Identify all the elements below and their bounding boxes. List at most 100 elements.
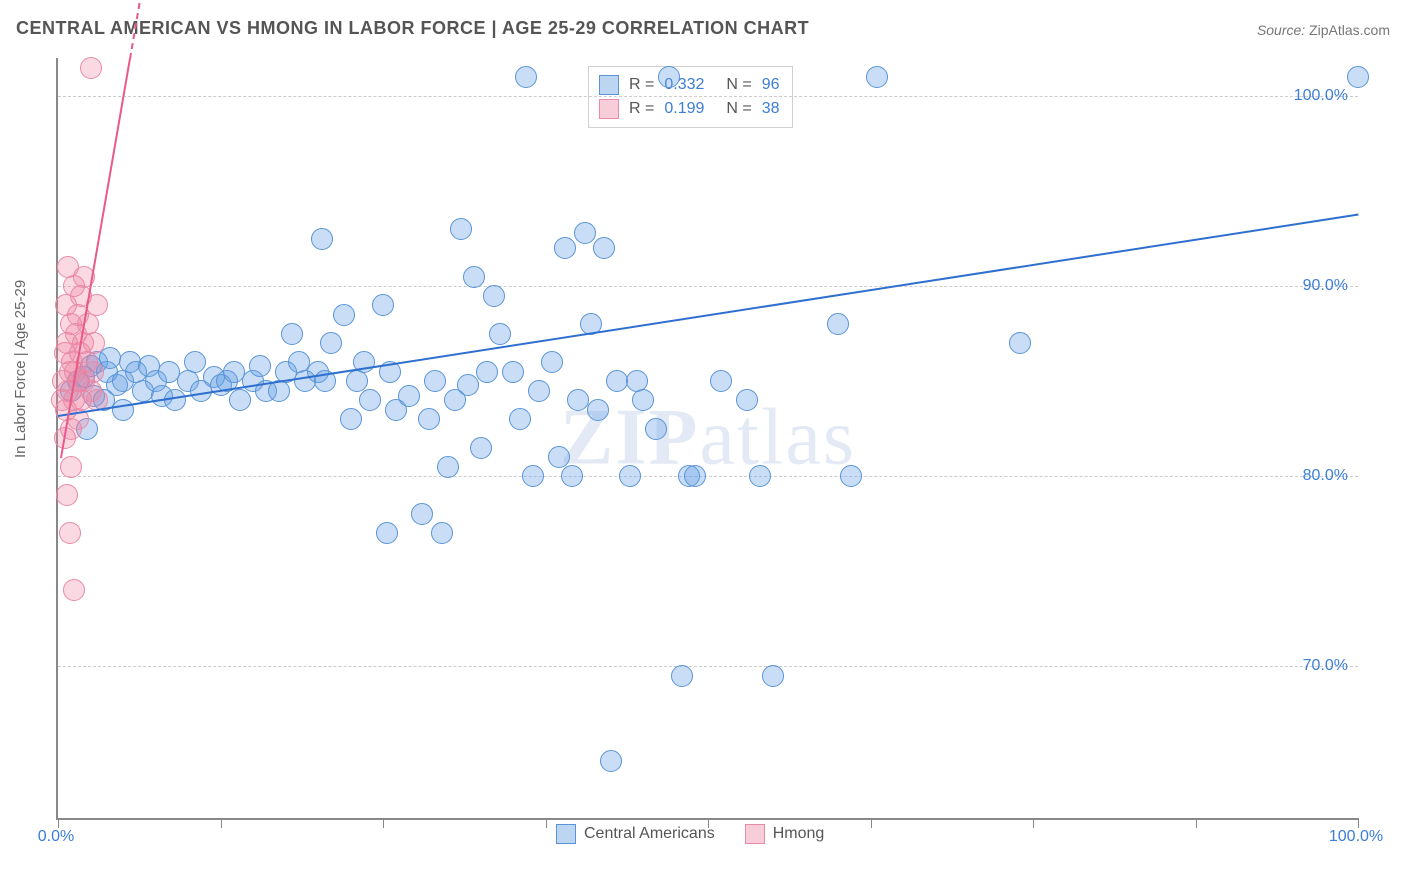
source-value: ZipAtlas.com (1309, 22, 1390, 38)
data-point-central_americans (554, 237, 576, 259)
data-point-central_americans (541, 351, 563, 373)
y-tick-label: 70.0% (1303, 657, 1348, 675)
stat-r-value: 0.199 (664, 100, 704, 118)
gridline-horizontal (58, 286, 1358, 287)
data-point-central_americans (450, 218, 472, 240)
data-point-hmong (60, 456, 82, 478)
x-tick-label: 100.0% (1329, 828, 1383, 846)
stat-swatch (599, 99, 619, 119)
data-point-central_americans (489, 323, 511, 345)
data-point-central_americans (509, 408, 531, 430)
chart-container: In Labor Force | Age 25-29 ZIPatlas R =0… (16, 58, 1390, 858)
data-point-central_americans (431, 522, 453, 544)
series-legend: Central Americans Hmong (556, 824, 824, 844)
data-point-central_americans (372, 294, 394, 316)
watermark-atlas: atlas (699, 394, 856, 482)
legend-item: Central Americans (556, 824, 715, 844)
data-point-central_americans (600, 750, 622, 772)
stat-n-label: N = (726, 100, 751, 118)
data-point-central_americans (1009, 332, 1031, 354)
data-point-central_americans (593, 237, 615, 259)
gridline-horizontal (58, 96, 1358, 97)
data-point-central_americans (424, 370, 446, 392)
data-point-hmong (63, 579, 85, 601)
legend-swatch (745, 824, 765, 844)
data-point-central_americans (749, 465, 771, 487)
gridline-horizontal (58, 476, 1358, 477)
x-tick (1358, 818, 1359, 828)
data-point-hmong (80, 57, 102, 79)
data-point-central_americans (281, 323, 303, 345)
data-point-hmong (59, 522, 81, 544)
data-point-central_americans (587, 399, 609, 421)
data-point-central_americans (866, 66, 888, 88)
data-point-central_americans (437, 456, 459, 478)
data-point-central_americans (112, 399, 134, 421)
data-point-central_americans (1347, 66, 1369, 88)
data-point-central_americans (463, 266, 485, 288)
legend-swatch (556, 824, 576, 844)
y-axis-label: In Labor Force | Age 25-29 (12, 280, 29, 458)
stat-n-value: 96 (762, 76, 780, 94)
data-point-central_americans (502, 361, 524, 383)
data-point-central_americans (340, 408, 362, 430)
y-tick-label: 90.0% (1303, 277, 1348, 295)
data-point-central_americans (359, 389, 381, 411)
data-point-central_americans (376, 522, 398, 544)
trend-line (58, 214, 1358, 417)
source-credit: Source: ZipAtlas.com (1257, 22, 1390, 38)
data-point-central_americans (574, 222, 596, 244)
data-point-central_americans (528, 380, 550, 402)
y-tick-label: 100.0% (1294, 87, 1348, 105)
data-point-central_americans (645, 418, 667, 440)
data-point-central_americans (840, 465, 862, 487)
data-point-central_americans (398, 385, 420, 407)
data-point-central_americans (411, 503, 433, 525)
data-point-central_americans (457, 374, 479, 396)
stat-n-label: N = (726, 76, 751, 94)
stat-swatch (599, 75, 619, 95)
legend-label: Hmong (773, 825, 825, 843)
data-point-central_americans (561, 465, 583, 487)
legend-item: Hmong (745, 824, 825, 844)
data-point-central_americans (483, 285, 505, 307)
y-tick-label: 80.0% (1303, 467, 1348, 485)
stat-row-hmong: R = 0.199 N = 38 (599, 97, 780, 121)
data-point-central_americans (827, 313, 849, 335)
data-point-central_americans (548, 446, 570, 468)
data-point-hmong (83, 332, 105, 354)
data-point-central_americans (762, 665, 784, 687)
data-point-central_americans (476, 361, 498, 383)
data-point-central_americans (619, 465, 641, 487)
stat-row-central_americans: R =0.332N =96 (599, 73, 780, 97)
data-point-central_americans (736, 389, 758, 411)
legend-label: Central Americans (584, 825, 715, 843)
data-point-central_americans (184, 351, 206, 373)
data-point-central_americans (684, 465, 706, 487)
data-point-central_americans (346, 370, 368, 392)
stat-r-label: R = (629, 100, 654, 118)
source-label: Source: (1257, 22, 1305, 38)
data-point-central_americans (522, 465, 544, 487)
data-point-central_americans (311, 228, 333, 250)
data-point-hmong (56, 484, 78, 506)
data-point-central_americans (658, 66, 680, 88)
data-point-central_americans (333, 304, 355, 326)
gridline-horizontal (58, 666, 1358, 667)
x-tick-label: 0.0% (38, 828, 74, 846)
page-title: CENTRAL AMERICAN VS HMONG IN LABOR FORCE… (16, 18, 1390, 39)
data-point-central_americans (320, 332, 342, 354)
scatter-plot: ZIPatlas R =0.332N =96R =0.199N =38 70.0… (56, 58, 1358, 820)
data-point-central_americans (249, 355, 271, 377)
correlation-stats-box: R =0.332N =96R =0.199N =38 (588, 66, 793, 128)
data-point-central_americans (710, 370, 732, 392)
data-point-central_americans (671, 665, 693, 687)
data-point-central_americans (515, 66, 537, 88)
stat-n-value: 38 (762, 100, 780, 118)
data-point-central_americans (418, 408, 440, 430)
data-point-central_americans (229, 389, 251, 411)
data-point-hmong (82, 361, 104, 383)
data-point-central_americans (470, 437, 492, 459)
data-point-central_americans (632, 389, 654, 411)
stat-r-label: R = (629, 76, 654, 94)
